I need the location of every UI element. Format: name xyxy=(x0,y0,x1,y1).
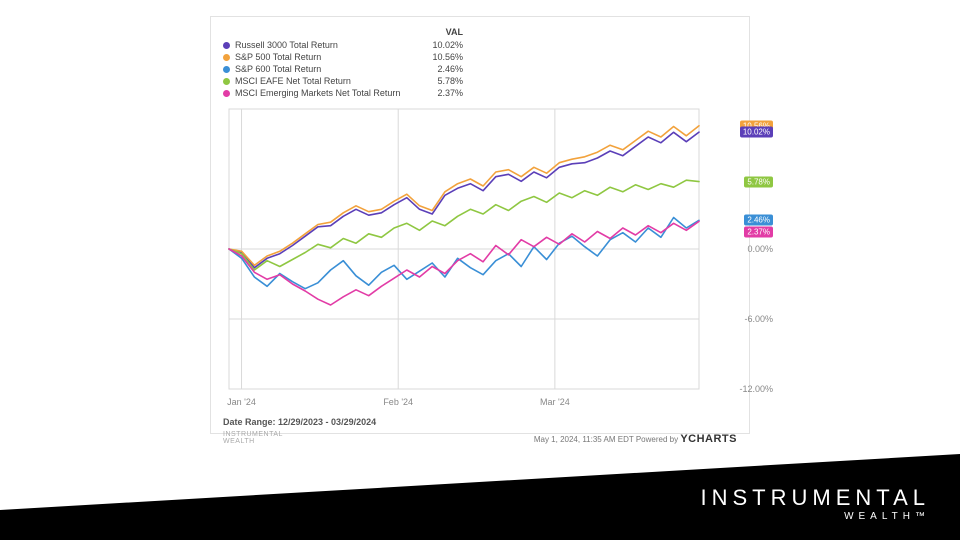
ycharts-attribution: May 1, 2024, 11:35 AM EDT Powered by YCH… xyxy=(534,433,737,445)
x-axis-labels: Jan '24 Feb '24 Mar '24 xyxy=(223,397,739,409)
series-end-badge: 10.02% xyxy=(740,127,773,138)
chart-svg xyxy=(223,105,739,395)
brand-line1: INSTRUMENTAL xyxy=(701,485,931,511)
x-tick-label: Mar '24 xyxy=(540,397,570,407)
legend-dot-icon xyxy=(223,90,230,97)
x-tick-label: Jan '24 xyxy=(227,397,256,407)
legend-label: Russell 3000 Total Return xyxy=(235,40,338,50)
legend-dot-icon xyxy=(223,54,230,61)
chart-footer: Date Range: 12/29/2023 - 03/29/2024 INST… xyxy=(223,417,737,445)
legend-label: MSCI Emerging Markets Net Total Return xyxy=(235,88,400,98)
legend-label: S&P 500 Total Return xyxy=(235,52,321,62)
brand-line2: WEALTH™ xyxy=(701,511,931,522)
ycharts-logo: YCHARTS xyxy=(680,433,737,445)
x-tick-label: Feb '24 xyxy=(383,397,413,407)
series-end-badges: 10.56%10.02%5.78%2.46%2.37% xyxy=(739,105,773,395)
chart-plot: Jan '24Feb '24Mar '24 0.00%-6.00%-12.00%… xyxy=(223,105,739,395)
page: Russell 3000 Total Return S&P 500 Total R… xyxy=(0,0,960,540)
legend-value: 10.56% xyxy=(403,51,463,63)
legend-label: S&P 600 Total Return xyxy=(235,64,321,74)
legend-value: 10.02% xyxy=(403,39,463,51)
legend-header: VAL xyxy=(403,27,463,39)
legend-item: Russell 3000 Total Return xyxy=(223,39,403,51)
legend-value: 5.78% xyxy=(403,75,463,87)
legend-dot-icon xyxy=(223,78,230,85)
legend-item: S&P 600 Total Return xyxy=(223,63,403,75)
legend-value: 2.46% xyxy=(403,63,463,75)
legend-item: MSCI EAFE Net Total Return xyxy=(223,75,403,87)
brand-banner-text: INSTRUMENTAL WEALTH™ xyxy=(701,485,931,522)
brand-banner: INSTRUMENTAL WEALTH™ xyxy=(0,454,960,540)
instrumental-wealth-small-logo: INSTRUMENTAL WEALTH xyxy=(223,431,283,445)
series-end-badge: 2.46% xyxy=(744,215,773,226)
legend-item: S&P 500 Total Return xyxy=(223,51,403,63)
legend-item: MSCI Emerging Markets Net Total Return xyxy=(223,87,403,99)
legend-value: 2.37% xyxy=(403,87,463,99)
series-end-badge: 2.37% xyxy=(744,226,773,237)
legend: Russell 3000 Total Return S&P 500 Total R… xyxy=(223,27,737,99)
legend-label: MSCI EAFE Net Total Return xyxy=(235,76,351,86)
legend-dot-icon xyxy=(223,66,230,73)
date-range: Date Range: 12/29/2023 - 03/29/2024 xyxy=(223,417,737,427)
legend-dot-icon xyxy=(223,42,230,49)
legend-spacer xyxy=(223,27,403,39)
chart-card: Russell 3000 Total Return S&P 500 Total R… xyxy=(210,16,750,434)
series-end-badge: 5.78% xyxy=(744,176,773,187)
